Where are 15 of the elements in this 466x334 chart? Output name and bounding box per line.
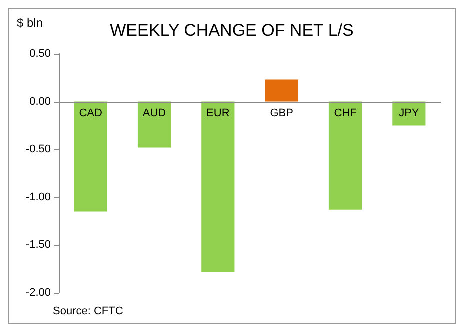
x-tick-label: JPY <box>399 108 420 120</box>
x-tick-label: CAD <box>79 108 102 120</box>
y-tick-label: -1.50 <box>26 239 51 252</box>
y-tick-label: -0.50 <box>26 144 51 156</box>
x-tick-label: EUR <box>206 108 230 120</box>
y-axis-title: $ bln <box>17 16 44 30</box>
x-tick-label: GBP <box>270 108 294 120</box>
x-tick-label: AUD <box>142 108 166 120</box>
x-tick-label: CHF <box>334 108 358 120</box>
y-tick-label: -2.00 <box>26 287 51 299</box>
y-tick-label: -1.00 <box>26 191 51 204</box>
y-tick-label: 0.00 <box>30 96 51 108</box>
source-note: Source: CFTC <box>53 306 124 318</box>
y-tick-label: 0.50 <box>30 48 51 60</box>
chart-title: WEEKLY CHANGE OF NET L/S <box>110 21 354 40</box>
